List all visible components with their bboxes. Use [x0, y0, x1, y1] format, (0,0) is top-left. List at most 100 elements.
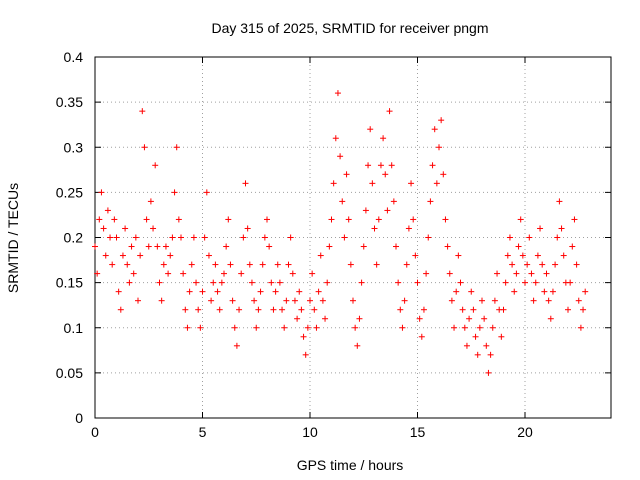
- data-point: [225, 216, 232, 223]
- data-point: [309, 270, 316, 277]
- data-point: [122, 225, 129, 232]
- data-point: [343, 171, 350, 178]
- data-point: [485, 369, 492, 376]
- data-point: [384, 207, 391, 214]
- data-point: [242, 180, 249, 187]
- data-point: [399, 324, 406, 331]
- data-point: [264, 216, 270, 223]
- data-point: [397, 306, 404, 313]
- y-tick-label: 0.3: [64, 139, 84, 155]
- x-tick-label: 15: [410, 424, 426, 440]
- x-axis-label: GPS time / hours: [297, 457, 404, 473]
- data-point: [461, 324, 468, 331]
- data-point: [186, 288, 193, 295]
- data-point: [205, 252, 212, 259]
- data-point: [517, 216, 524, 223]
- data-point: [491, 297, 498, 304]
- data-point: [524, 261, 531, 268]
- data-point: [229, 297, 236, 304]
- y-tick-label: 0.35: [56, 94, 83, 110]
- data-point: [545, 297, 552, 304]
- data-point: [560, 252, 567, 259]
- data-point: [337, 153, 344, 160]
- y-tick-label: 0.15: [56, 275, 83, 291]
- data-point: [468, 288, 475, 295]
- data-point: [300, 333, 307, 340]
- data-point: [393, 243, 399, 250]
- data-point: [197, 324, 204, 331]
- data-point: [92, 243, 98, 250]
- data-point: [96, 216, 103, 223]
- data-point: [326, 243, 333, 250]
- data-point: [139, 108, 146, 115]
- data-point: [167, 252, 174, 259]
- data-point: [236, 306, 243, 313]
- data-point: [238, 270, 245, 277]
- data-point: [272, 288, 279, 295]
- y-tick-label: 0.25: [56, 184, 83, 200]
- data-point: [307, 297, 313, 304]
- data-point: [165, 270, 172, 277]
- data-point: [98, 189, 105, 196]
- data-point: [412, 252, 419, 259]
- data-point: [362, 207, 369, 214]
- data-point: [569, 243, 576, 250]
- data-point: [457, 279, 464, 286]
- data-point: [347, 261, 354, 268]
- data-point: [240, 234, 247, 241]
- data-point: [539, 261, 546, 268]
- data-point: [119, 252, 126, 259]
- data-point: [315, 288, 322, 295]
- data-point: [358, 279, 365, 286]
- data-point: [339, 198, 346, 205]
- data-point: [135, 297, 141, 304]
- data-point: [423, 270, 430, 277]
- data-point: [255, 306, 262, 313]
- data-point: [390, 198, 397, 205]
- data-point: [500, 306, 507, 313]
- data-point: [360, 243, 367, 250]
- data-point: [257, 288, 264, 295]
- data-point: [487, 351, 494, 358]
- data-point: [334, 90, 341, 97]
- data-point: [453, 288, 460, 295]
- data-point: [184, 324, 191, 331]
- data-point: [519, 252, 526, 259]
- data-point: [158, 297, 165, 304]
- data-point: [558, 225, 565, 232]
- data-point: [565, 306, 571, 313]
- data-point: [128, 243, 135, 250]
- data-point: [365, 162, 372, 169]
- x-tick-label: 10: [302, 424, 318, 440]
- data-point: [479, 297, 485, 304]
- data-point: [113, 234, 120, 241]
- data-point: [210, 279, 217, 286]
- data-point: [173, 144, 180, 151]
- data-point: [160, 261, 167, 268]
- data-point: [530, 297, 537, 304]
- data-point: [463, 342, 470, 349]
- data-point: [489, 324, 496, 331]
- data-point: [291, 297, 298, 304]
- data-point: [246, 261, 253, 268]
- data-point: [388, 162, 395, 169]
- data-point: [506, 234, 513, 241]
- data-point: [311, 306, 318, 313]
- data-point: [261, 234, 268, 241]
- data-point: [111, 216, 118, 223]
- data-point: [420, 306, 427, 313]
- data-point: [268, 279, 275, 286]
- data-point: [126, 279, 133, 286]
- data-point: [208, 297, 215, 304]
- data-point: [526, 234, 533, 241]
- data-point: [367, 126, 374, 133]
- data-point: [279, 306, 286, 313]
- data-point: [481, 315, 488, 322]
- data-point: [446, 270, 453, 277]
- data-point: [212, 261, 219, 268]
- data-point: [549, 288, 556, 295]
- data-point: [145, 243, 152, 250]
- data-point: [171, 189, 178, 196]
